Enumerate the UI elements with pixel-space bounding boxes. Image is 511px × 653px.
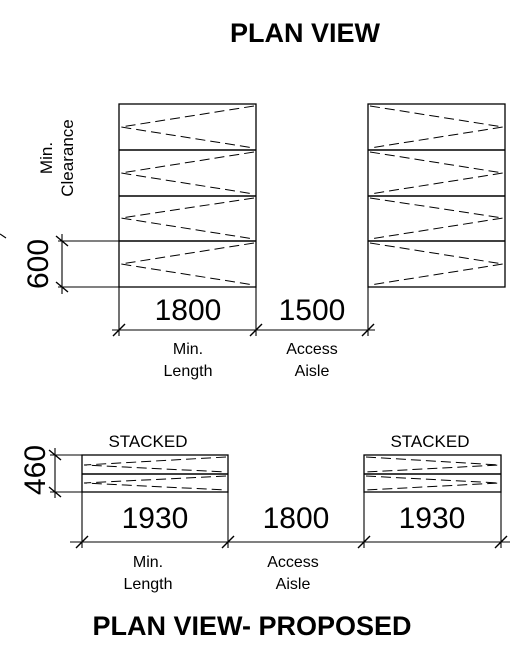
bottom-horizontal-dimension <box>70 492 510 549</box>
access-aisle-label-line1: Access <box>286 341 338 358</box>
svg-text:Clearance: Clearance <box>58 119 77 197</box>
left-stacked-rack <box>81 454 229 493</box>
plan-view-proposed-title: PLAN VIEW- PROPOSED <box>93 611 412 641</box>
plan-view-title: PLAN VIEW <box>230 18 381 48</box>
dim-600-label: 600 <box>22 239 55 289</box>
min-clearance-label: Min. Clearance <box>37 119 77 197</box>
stacked-label-right: STACKED <box>390 432 469 451</box>
dim-460 <box>48 448 82 498</box>
svg-text:600: 600 <box>22 239 55 289</box>
min-length-label-line1: Min. <box>173 341 203 358</box>
left-rack <box>118 103 257 288</box>
dim-1800-aisle-label: 1800 <box>263 502 330 535</box>
dim-460-label: 460 <box>19 445 52 495</box>
dim-1800-label: 1800 <box>155 294 222 327</box>
svg-text:460: 460 <box>19 445 52 495</box>
bottom-access-aisle-line1: Access <box>267 554 319 571</box>
right-stacked-rack <box>363 454 502 493</box>
top-horizontal-dimension <box>112 287 375 337</box>
bottom-min-length-line2: Length <box>124 576 173 593</box>
bottom-min-length-line1: Min. <box>133 554 163 571</box>
access-aisle-label-line2: Aisle <box>295 363 330 380</box>
dim-1930-right-label: 1930 <box>399 502 466 535</box>
dim-1930-left-label: 1930 <box>122 502 189 535</box>
svg-text:Min.: Min. <box>37 142 56 174</box>
bottom-access-aisle-line2: Aisle <box>276 576 311 593</box>
dim-1500-label: 1500 <box>279 294 346 327</box>
dim-600 <box>0 233 119 294</box>
right-rack <box>367 103 506 288</box>
min-length-label-line2: Length <box>164 363 213 380</box>
stacked-label-left: STACKED <box>108 432 187 451</box>
